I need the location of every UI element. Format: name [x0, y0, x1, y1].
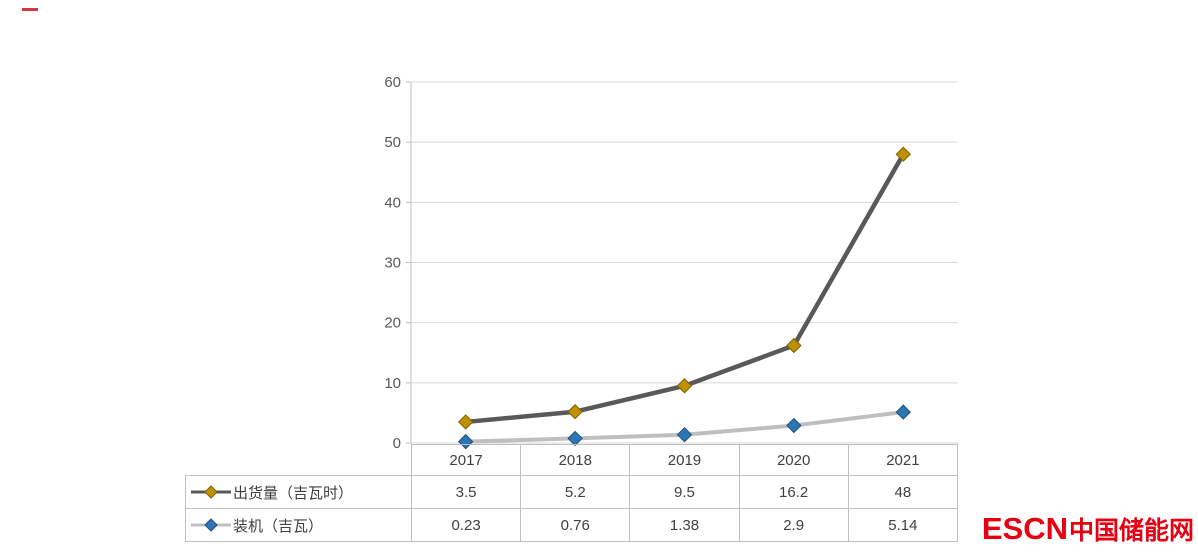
table-value: 9.5: [629, 475, 740, 509]
logo-site-text: 中国储能网: [1068, 517, 1194, 545]
table-value: 0.76: [520, 508, 631, 542]
escn-logo: ESCN 中国储能网: [982, 511, 1194, 547]
year-header: 2018: [520, 444, 631, 476]
year-header: 2021: [847, 444, 959, 476]
y-axis-label: 40: [384, 194, 401, 211]
y-axis-label: 10: [384, 375, 401, 392]
table-value: 5.2: [520, 475, 631, 509]
y-axis-label: 20: [384, 315, 401, 332]
table-value: 16.2: [738, 475, 849, 509]
table-value: 3.5: [410, 475, 522, 509]
y-axis-label: 0: [393, 435, 401, 452]
legend-line-diamond-icon: [191, 485, 231, 499]
table-value: 0.23: [410, 508, 522, 542]
chart-data-table: 2017 2018 2019 2020 2021 出货量（吉瓦时） 3.5 5.…: [185, 444, 959, 542]
diamond-marker: [895, 404, 912, 420]
logo-escn-text: ESCN: [981, 511, 1068, 546]
legend-diamond: [204, 518, 218, 532]
diamond-marker: [676, 378, 693, 394]
year-header: 2019: [629, 444, 740, 476]
table-value: 1.38: [629, 508, 740, 542]
watermark-dash: [22, 8, 38, 11]
diamond-marker: [786, 417, 802, 434]
y-axis-label: 30: [384, 255, 401, 272]
table-row-installed: 装机（吉瓦） 0.23 0.76 1.38 2.9 5.14: [185, 508, 959, 542]
legend-diamond: [204, 485, 218, 499]
diamond-marker: [676, 426, 693, 443]
diamond-marker: [567, 404, 583, 420]
series-label: 出货量（吉瓦时）: [233, 484, 354, 502]
legend-cell-installed: 装机（吉瓦）: [185, 508, 412, 542]
series-label: 装机（吉瓦）: [233, 517, 324, 535]
diamond-marker: [457, 414, 474, 430]
table-value: 2.9: [738, 508, 849, 542]
table-row-shipments: 出货量（吉瓦时） 3.5 5.2 9.5 16.2 48: [185, 475, 959, 509]
y-axis-label: 60: [384, 74, 401, 91]
diamond-marker: [895, 146, 912, 162]
legend-line-diamond-icon: [191, 518, 231, 532]
table-value: 5.14: [847, 508, 959, 542]
year-header: 2020: [738, 444, 849, 476]
line-chart-plot: 0 10 20 30 40 50 60: [384, 74, 958, 452]
table-corner-cell: [186, 445, 412, 476]
year-header: 2017: [410, 444, 522, 476]
table-row-years: 2017 2018 2019 2020 2021: [186, 444, 959, 476]
diamond-marker: [786, 337, 802, 354]
table-value: 48: [847, 475, 959, 509]
y-axis-label: 50: [384, 134, 401, 151]
legend-cell-shipments: 出货量（吉瓦时）: [185, 475, 412, 509]
